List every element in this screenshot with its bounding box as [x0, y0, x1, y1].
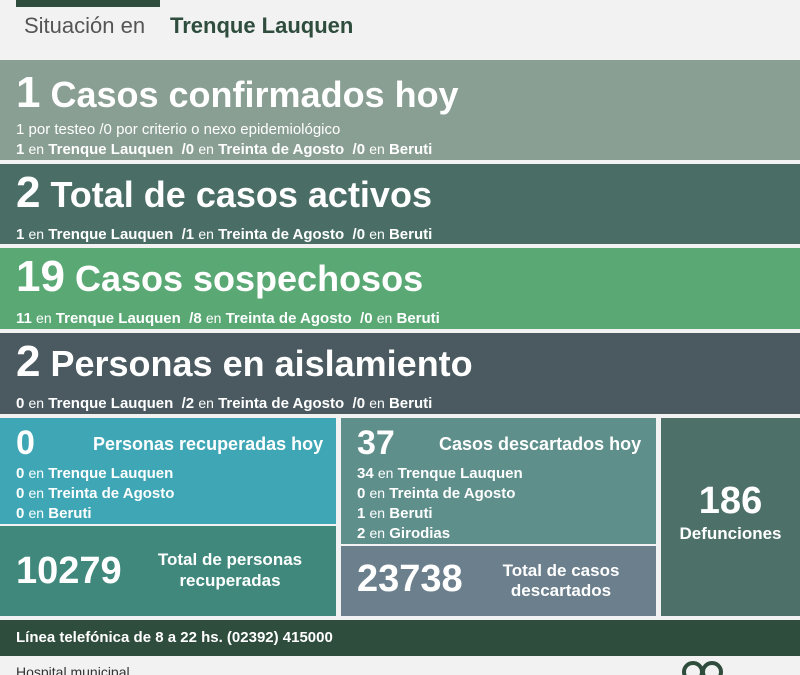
- active-cases-panel: 2 Total de casos activos 1 en Trenque Lau…: [0, 164, 800, 244]
- discarded-total-title-1: Total de casos: [502, 561, 620, 580]
- isolation-towns-line: 0 en Trenque Lauquen /2 en Treinta de Ag…: [16, 395, 433, 412]
- confirmed-heading: 1 Casos confirmados hoy: [16, 68, 459, 118]
- active-count: 2: [16, 168, 41, 217]
- discarded-today-title: Casos descartados hoy: [439, 434, 642, 454]
- recovered-total-title-2: recuperadas: [179, 571, 281, 590]
- confirmed-method-line: 1 por testeo /0 por criterio o nexo epid…: [16, 121, 341, 138]
- recovered-town-line: 0 en Treinta de Agosto: [16, 485, 175, 502]
- discarded-town-line: 2 en Girodias: [357, 525, 451, 542]
- isolation-panel: 2 Personas en aislamiento 0 en Trenque La…: [0, 333, 800, 414]
- suspected-towns-line: 11 en Trenque Lauquen /8 en Treinta de A…: [16, 310, 440, 327]
- discarded-total-panel: 23738 Total de casos descartados: [341, 546, 656, 616]
- isolation-heading: 2 Personas en aislamiento: [16, 337, 473, 387]
- discarded-town-line: 0 en Treinta de Agosto: [357, 485, 516, 502]
- isolation-title: Personas en aislamiento: [50, 343, 473, 384]
- deaths-panel: 186 Defunciones: [661, 418, 800, 616]
- discarded-town-line: 34 en Trenque Lauquen: [357, 465, 523, 482]
- city-name: Trenque Lauquen: [170, 13, 354, 38]
- suspected-count: 19: [16, 252, 65, 301]
- hospital-label: Hospital municipal: [16, 664, 130, 675]
- confirmed-towns-line: 1 en Trenque Lauquen /0 en Treinta de Ag…: [16, 141, 433, 158]
- header: Situación en Trenque Lauquen: [0, 0, 800, 60]
- recovered-total-title-1: Total de personas: [157, 550, 303, 569]
- suspected-cases-panel: 19 Casos sospechosos 11 en Trenque Lauque…: [0, 248, 800, 329]
- municipal-logo-icon: [680, 658, 728, 675]
- discarded-today-count: 37: [357, 424, 395, 462]
- confirmed-today-panel: 1 Casos confirmados hoy 1 por testeo /0 p…: [0, 60, 800, 160]
- footer-bottom: Hospital municipal: [0, 658, 800, 675]
- confirmed-title: Casos confirmados hoy: [50, 74, 459, 115]
- active-heading: 2 Total de casos activos: [16, 168, 432, 218]
- deaths-title: Defunciones: [679, 524, 782, 543]
- confirmed-count: 1: [16, 68, 41, 117]
- recovered-town-line: 0 en Beruti: [16, 505, 92, 522]
- discarded-today-panel: 37 Casos descartados hoy 34 en Trenque L…: [341, 418, 656, 544]
- discarded-total-title-2: descartados: [510, 581, 612, 600]
- suspected-title: Casos sospechosos: [74, 258, 424, 299]
- recovered-today-title: Personas recuperadas hoy: [93, 434, 324, 454]
- deaths-count: 186: [698, 480, 763, 522]
- discarded-town-line: 1 en Beruti: [357, 505, 433, 522]
- phone-line-text: Línea telefónica de 8 a 22 hs. (02392) 4…: [16, 629, 333, 646]
- discarded-total-count: 23738: [357, 558, 463, 600]
- recovered-today-count: 0: [16, 424, 35, 462]
- isolation-count: 2: [16, 337, 41, 386]
- recovered-total-count: 10279: [16, 550, 122, 592]
- recovered-town-line: 0 en Trenque Lauquen: [16, 465, 174, 482]
- recovered-total-panel: 10279 Total de personas recuperadas: [0, 526, 336, 616]
- active-towns-line: 1 en Trenque Lauquen /1 en Treinta de Ag…: [16, 226, 433, 243]
- phone-line-bar: Línea telefónica de 8 a 22 hs. (02392) 4…: [0, 620, 800, 656]
- header-accent-bar: [16, 0, 160, 7]
- suspected-heading: 19 Casos sospechosos: [16, 252, 423, 302]
- situation-label: Situación en: [24, 13, 146, 38]
- active-title: Total de casos activos: [50, 174, 432, 215]
- recovered-today-panel: 0 Personas recuperadas hoy 0 en Trenque …: [0, 418, 336, 524]
